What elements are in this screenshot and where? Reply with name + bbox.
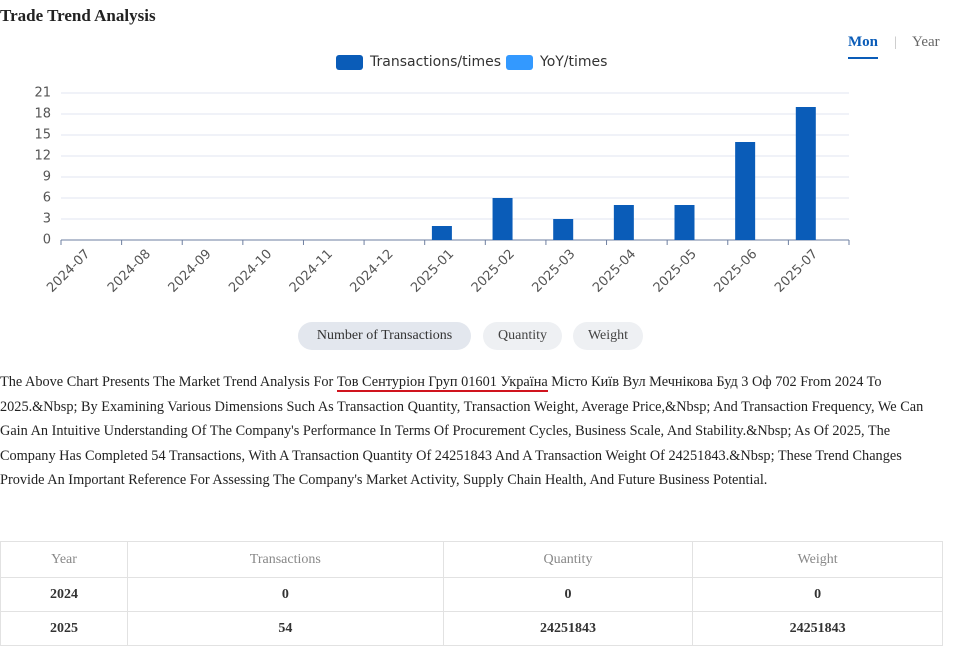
tab[interactable]: Mon — [848, 34, 878, 59]
y-tick-label: 9 — [43, 170, 51, 185]
y-tick-label: 6 — [43, 191, 51, 206]
text: Місто Київ Вул Мечнікова Буд 3 Оф 702 Fr… — [0, 374, 924, 489]
cell: 24251843 — [442, 611, 694, 646]
y-tick-label: 12 — [34, 149, 51, 164]
x-tick-label: 2025-05 — [651, 247, 700, 296]
bar — [553, 219, 574, 240]
y-tick-label: 18 — [34, 107, 51, 122]
legend-swatch — [506, 55, 533, 70]
summary-table: Year Transactions Quantity Weight 2024 0… — [0, 541, 943, 646]
cell: 0 — [442, 577, 694, 612]
bar — [795, 107, 816, 240]
text: The Above Chart Presents The Market Tren… — [0, 374, 337, 390]
row: 2025 54 24251843 24251843 — [0, 611, 943, 646]
x-tick-label: 2024-10 — [226, 247, 275, 296]
x-tick-label: 2024-11 — [287, 247, 336, 296]
x-tick-label: 2025-03 — [529, 247, 578, 296]
x-tick-label: 2025-02 — [469, 247, 518, 296]
highlighted-text: Тов Сентуріон Груп 01601 Україна — [336, 374, 548, 392]
bar — [492, 198, 513, 240]
x-tick-label: 2025-04 — [590, 247, 639, 296]
bar — [613, 205, 634, 240]
header-cell: Quantity — [442, 541, 694, 578]
cell: 24251843 — [692, 611, 943, 646]
button[interactable]: Quantity — [483, 322, 562, 350]
bar — [431, 226, 452, 240]
x-tick-label: 2024-12 — [348, 247, 397, 296]
y-tick-label: 21 — [34, 86, 51, 101]
bar — [674, 205, 695, 240]
cell: 2024 — [0, 577, 129, 612]
header-cell: Transactions — [127, 541, 444, 578]
x-tick-label: 2024-08 — [105, 247, 154, 296]
x-tick-label: 2024-07 — [44, 247, 93, 296]
cell: 2025 — [0, 611, 129, 646]
header-cell: Weight — [692, 541, 943, 578]
cell: 0 — [127, 577, 444, 612]
y-tick-label: 0 — [43, 233, 51, 248]
x-tick-label: 2025-06 — [711, 247, 760, 296]
x-tick-label: 2024-09 — [166, 247, 215, 296]
button[interactable]: Number of Transactions — [298, 322, 471, 350]
legend-label: Transactions/times — [369, 54, 501, 70]
section-title: Trade Trend Analysis — [0, 6, 156, 25]
separator: | — [894, 35, 897, 50]
button[interactable]: Weight — [573, 322, 643, 350]
x-tick-label: 2025-07 — [772, 247, 821, 296]
header-cell: Year — [0, 541, 129, 578]
tab[interactable]: Year — [912, 34, 940, 50]
legend-label: YoY/times — [539, 54, 607, 70]
description: The Above Chart Presents The Market Tren… — [0, 370, 945, 493]
chart: 0 3 6 9 12 15 18 21 Transactions/times YoY/times 2… — [34, 54, 850, 296]
legend-swatch — [336, 55, 363, 70]
cell: 0 — [692, 577, 943, 612]
x-tick-label: 2025-01 — [408, 247, 457, 296]
header-row: Year Transactions Quantity Weight — [0, 541, 943, 578]
y-tick-label: 15 — [34, 128, 51, 143]
row: 2024 0 0 0 — [0, 577, 943, 612]
cell: 54 — [127, 611, 444, 646]
bar — [735, 142, 756, 240]
y-tick-label: 3 — [43, 212, 51, 227]
